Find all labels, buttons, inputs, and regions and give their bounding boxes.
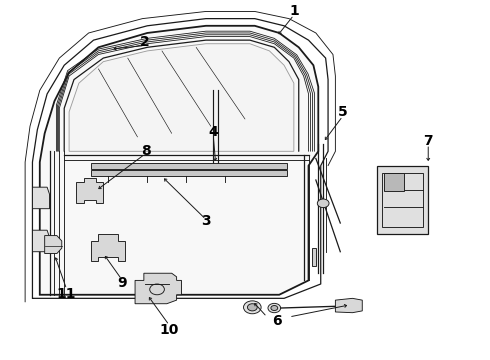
Text: 10: 10 bbox=[160, 323, 179, 337]
Polygon shape bbox=[69, 44, 294, 151]
Text: 7: 7 bbox=[423, 134, 433, 148]
Text: 2: 2 bbox=[140, 35, 150, 49]
Text: 5: 5 bbox=[338, 105, 347, 119]
Circle shape bbox=[244, 301, 261, 314]
Polygon shape bbox=[45, 235, 62, 253]
Text: 3: 3 bbox=[201, 214, 211, 228]
Polygon shape bbox=[335, 298, 362, 313]
Polygon shape bbox=[91, 234, 125, 261]
Circle shape bbox=[271, 306, 278, 311]
Polygon shape bbox=[76, 178, 103, 203]
Bar bbox=[91, 163, 287, 169]
Text: 8: 8 bbox=[142, 144, 151, 158]
Circle shape bbox=[247, 304, 257, 311]
Polygon shape bbox=[32, 230, 49, 252]
Bar bbox=[377, 166, 428, 234]
Bar bbox=[384, 173, 404, 191]
Circle shape bbox=[268, 303, 281, 313]
Text: 11: 11 bbox=[57, 287, 76, 301]
Text: 1: 1 bbox=[289, 4, 299, 18]
Text: 4: 4 bbox=[208, 125, 218, 139]
Bar bbox=[91, 170, 287, 176]
Polygon shape bbox=[313, 248, 316, 266]
Bar bbox=[382, 173, 423, 226]
Polygon shape bbox=[32, 187, 49, 209]
Polygon shape bbox=[40, 26, 318, 295]
Polygon shape bbox=[135, 273, 181, 304]
Circle shape bbox=[318, 199, 329, 208]
Text: 6: 6 bbox=[272, 314, 282, 328]
Text: 9: 9 bbox=[117, 276, 127, 290]
